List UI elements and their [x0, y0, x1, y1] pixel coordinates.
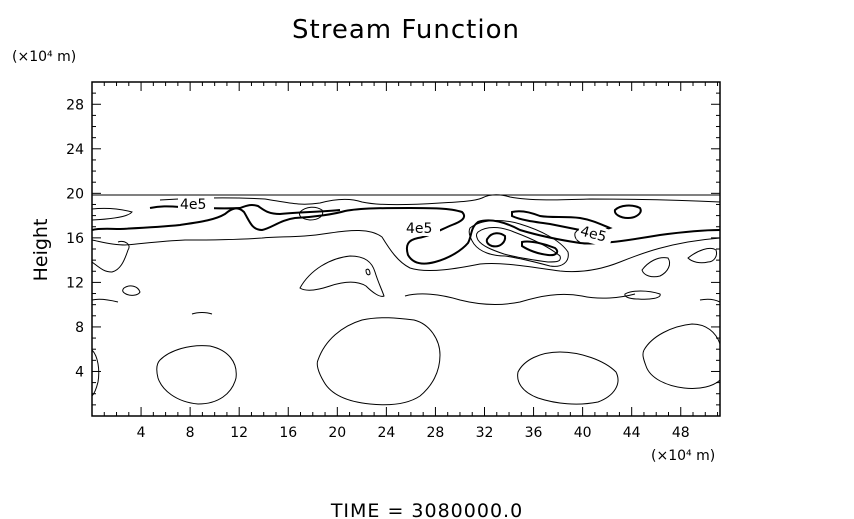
contour-upper-thin-3	[91, 230, 721, 273]
contour-mid-loop-5	[122, 285, 141, 296]
y-axis-label: Height	[30, 219, 52, 282]
y-tick-label: 24	[66, 142, 84, 158]
x-tick-label: 24	[377, 425, 395, 441]
contour-4e5-loop-right	[511, 210, 613, 233]
contour-mid-line-2	[404, 293, 636, 305]
contour-4e5-inner-1	[485, 232, 507, 248]
x-tick-label: 48	[672, 425, 690, 441]
x-tick-label: 16	[279, 425, 297, 441]
x-tick-label: 4	[137, 425, 146, 441]
y-tick-label: 28	[66, 97, 84, 113]
contour-4e5-upper	[149, 203, 341, 216]
contour-label-2: 4e5	[406, 221, 432, 237]
contour-mid-loop-1	[299, 255, 385, 297]
contour-lower-left-edge	[91, 349, 100, 397]
contour-lines	[91, 194, 721, 406]
contour-mid-loop-3	[687, 247, 717, 264]
x-axis-unit: (×10⁴ m)	[651, 448, 715, 464]
y-axis-unit: (×10⁴ m)	[12, 49, 76, 65]
chart-title: Stream Function	[292, 15, 520, 45]
time-footer: TIME = 3080000.0	[330, 500, 523, 519]
contour-mid-line-3	[699, 298, 721, 303]
x-tick-label: 36	[525, 425, 543, 441]
contour-label-1: 4e5	[180, 197, 206, 213]
x-tick-label: 12	[230, 425, 248, 441]
contour-4e5-small-right	[613, 204, 642, 220]
contour-labels: 4e5 4e5 4e5	[178, 196, 614, 249]
contour-lower-loop-38	[517, 351, 619, 405]
contour-lower-loop-8	[156, 345, 237, 405]
contour-lower-loop-right	[643, 323, 721, 351]
x-tick-label: 44	[623, 425, 641, 441]
y-tick-labels: 4 8 12 16 20 24 28	[66, 97, 84, 380]
y-tick-label: 12	[66, 275, 84, 291]
contour-inner-thin-2	[476, 227, 561, 263]
y-tick-label: 4	[75, 364, 84, 380]
x-tick-label: 28	[427, 425, 445, 441]
y-tick-label: 8	[75, 320, 84, 336]
x-tick-label: 8	[186, 425, 195, 441]
contour-small-dot-2	[365, 268, 371, 276]
x-tick-label: 40	[574, 425, 592, 441]
contour-upper-thin-2	[159, 194, 721, 206]
contour-mid-loop-4	[624, 290, 661, 300]
x-tick-label: 20	[328, 425, 346, 441]
axis-ticks	[92, 82, 720, 416]
x-tick-labels: 4 8 12 16 20 24 28 32 36 40 44 48	[137, 425, 690, 441]
contour-small-dot-1	[191, 312, 213, 315]
contour-upper-thin	[91, 207, 133, 221]
contour-lower-loop-right-2	[642, 349, 721, 389]
contour-mid-loop-2	[641, 257, 671, 278]
contour-label-3: 4e5	[578, 223, 608, 245]
y-tick-label: 16	[66, 231, 84, 247]
contour-upper-thin-4	[91, 241, 130, 273]
y-tick-label: 20	[66, 186, 84, 202]
contour-lower-loop-24	[316, 317, 441, 406]
contour-4e5-main	[91, 207, 721, 265]
contour-mid-line-1	[91, 298, 119, 303]
x-tick-label: 32	[476, 425, 494, 441]
contour-inner-thin-1	[468, 220, 569, 267]
